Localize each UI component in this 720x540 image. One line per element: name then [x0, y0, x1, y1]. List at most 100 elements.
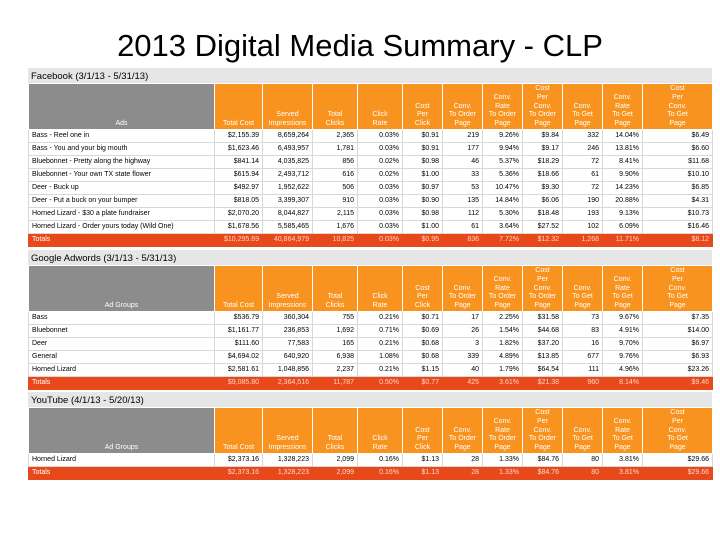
- google-adwords-section: Google Adwords (3/1/13 - 5/31/13) Ad Grou…: [28, 250, 713, 390]
- row-label: Horned Lizard: [28, 363, 215, 377]
- cell-served-impressions: 8,044,827: [262, 207, 313, 221]
- cell-cost-per-conv-to-get-page: $6.85: [642, 181, 713, 195]
- cell-cost-per-conv-to-order-page: $44.68: [522, 324, 563, 338]
- cell-click-rate: 0.03%: [357, 194, 403, 208]
- totals-label: Totals: [28, 376, 215, 390]
- column-header-cost-per-click: Cost Per Click: [402, 83, 443, 130]
- column-header-conv-to-get-page: Conv. To Get Page: [562, 83, 603, 130]
- column-header-conv-rate-to-get-page: Conv. Rate To Get Page: [602, 83, 643, 130]
- table-row: Horned Lizard - Order yours today (Wild …: [28, 220, 713, 234]
- cell-total-clicks: 1,692: [312, 324, 358, 338]
- google-adwords-table: Ad Groups Total Cost Served Impressions Tota…: [28, 265, 713, 390]
- column-header-conv-to-order-page: Conv. To Order Page: [442, 265, 483, 312]
- cell-cost-per-conv-to-get-page: $23.26: [642, 363, 713, 377]
- column-header-conv-rate-to-order-page: Conv. Rate To Order Page: [482, 83, 523, 130]
- table-row: Bluebonnet - Pretty along the highway $84…: [28, 155, 713, 169]
- cell-cost-per-click: $0.68: [402, 337, 443, 351]
- cell-click-rate: 0.71%: [357, 324, 403, 338]
- column-header-served-impressions: Served Impressions: [262, 407, 313, 454]
- cell-click-rate: 0.03%: [357, 142, 403, 156]
- cell-served-impressions: 6,493,957: [262, 142, 313, 156]
- cell-cost-per-conv-to-get-page: $6.49: [642, 129, 713, 143]
- total-cost-per-conv-to-order-page: $12.32: [522, 233, 563, 247]
- cell-conv-rate-to-order-page: 9.94%: [482, 142, 523, 156]
- cell-conv-to-order-page: 33: [442, 168, 483, 182]
- column-header-cost-per-click: Cost Per Click: [402, 407, 443, 454]
- cell-cost-per-conv-to-get-page: $4.31: [642, 194, 713, 208]
- cell-click-rate: 0.02%: [357, 155, 403, 169]
- cell-total-clicks: 2,237: [312, 363, 358, 377]
- cell-conv-rate-to-get-page: 14.23%: [602, 181, 643, 195]
- cell-conv-to-get-page: 73: [562, 311, 603, 325]
- total-conv-rate-to-get-page: 8.14%: [602, 376, 643, 390]
- table-row: Bluebonnet - Your own TX state flower $61…: [28, 168, 713, 182]
- cell-conv-rate-to-order-page: 10.47%: [482, 181, 523, 195]
- column-header-conv-to-get-page: Conv. To Get Page: [562, 407, 603, 454]
- cell-total-clicks: 2,115: [312, 207, 358, 221]
- cell-total-clicks: 616: [312, 168, 358, 182]
- cell-conv-rate-to-get-page: 13.81%: [602, 142, 643, 156]
- row-label: Bass: [28, 311, 215, 325]
- row-label: Deer - Buck up: [28, 181, 215, 195]
- column-header-total-clicks: Total Clicks: [312, 407, 358, 454]
- cell-cost-per-click: $1.15: [402, 363, 443, 377]
- table-row: General $4,694.02 640,920 6,938 1.08% $0.68 33…: [28, 350, 713, 364]
- cell-conv-rate-to-get-page: 14.04%: [602, 129, 643, 143]
- cell-total-clicks: 506: [312, 181, 358, 195]
- column-header-served-impressions: Served Impressions: [262, 83, 313, 130]
- cell-served-impressions: 360,304: [262, 311, 313, 325]
- cell-cost-per-click: $0.68: [402, 350, 443, 364]
- cell-cost-per-conv-to-get-page: $10.10: [642, 168, 713, 182]
- cell-conv-to-order-page: 339: [442, 350, 483, 364]
- cell-click-rate: 0.21%: [357, 337, 403, 351]
- row-label: Horned Lizard: [28, 453, 215, 467]
- total-cost-per-conv-to-order-page: $84.76: [522, 466, 563, 480]
- cell-cost-per-click: $1.00: [402, 220, 443, 234]
- cell-total-cost: $492.97: [214, 181, 263, 195]
- total-cost-per-click: $0.95: [402, 233, 443, 247]
- cell-cost-per-conv-to-order-page: $9.17: [522, 142, 563, 156]
- cell-served-impressions: 77,583: [262, 337, 313, 351]
- totals-row: Totals $2,373.16 1,328,223 2,099 0.16% $1.13 2…: [28, 466, 713, 480]
- total-conv-to-get-page: 1,268: [562, 233, 603, 247]
- table-row: Deer - Put a buck on your bumper $818.05 3…: [28, 194, 713, 208]
- column-header-label: Ad Groups: [28, 265, 215, 312]
- cell-cost-per-conv-to-order-page: $13.85: [522, 350, 563, 364]
- cell-click-rate: 0.03%: [357, 207, 403, 221]
- cell-conv-rate-to-get-page: 9.90%: [602, 168, 643, 182]
- column-header-conv-rate-to-order-page: Conv. Rate To Order Page: [482, 407, 523, 454]
- total-conv-to-order-page: 836: [442, 233, 483, 247]
- column-header-cost-per-conv-to-order-page: Cost Per Conv. To Order Page: [522, 83, 563, 130]
- table-row: Horned Lizard $2,373.16 1,328,223 2,099 0.16…: [28, 453, 713, 467]
- cell-total-clicks: 6,938: [312, 350, 358, 364]
- cell-cost-per-click: $1.00: [402, 168, 443, 182]
- column-header-cost-per-conv-to-get-page: Cost Per Conv. To Get Page: [642, 265, 713, 312]
- cell-total-cost: $111.60: [214, 337, 263, 351]
- youtube-table: Ad Groups Total Cost Served Impressions Tota…: [28, 407, 713, 480]
- table-row: Horned Lizard $2,581.61 1,048,856 2,237 0.21…: [28, 363, 713, 377]
- cell-conv-to-order-page: 3: [442, 337, 483, 351]
- cell-total-cost: $1,623.46: [214, 142, 263, 156]
- cell-total-cost: $2,581.61: [214, 363, 263, 377]
- cell-conv-to-get-page: 111: [562, 363, 603, 377]
- cell-conv-to-get-page: 246: [562, 142, 603, 156]
- total-cost-per-click: $1.13: [402, 466, 443, 480]
- row-label: Horned Lizard - Order yours today (Wild …: [28, 220, 215, 234]
- table-row: Bass - You and your big mouth $1,623.46 6,…: [28, 142, 713, 156]
- row-label: Horned Lizard - $30 a plate fundraiser: [28, 207, 215, 221]
- cell-served-impressions: 1,328,223: [262, 453, 313, 467]
- cell-total-clicks: 1,781: [312, 142, 358, 156]
- total-cost-per-conv-to-order-page: $21.38: [522, 376, 563, 390]
- cell-conv-rate-to-get-page: 9.67%: [602, 311, 643, 325]
- total-total-cost: $2,373.16: [214, 466, 263, 480]
- header-row: Ad Groups Total Cost Served Impressions Tota…: [28, 265, 713, 312]
- totals-label: Totals: [28, 466, 215, 480]
- cell-cost-per-conv-to-get-page: $16.46: [642, 220, 713, 234]
- total-conv-rate-to-get-page: 11.71%: [602, 233, 643, 247]
- cell-served-impressions: 1,048,856: [262, 363, 313, 377]
- facebook-section: Facebook (3/1/13 - 5/31/13) Ads Total Cost…: [28, 68, 713, 247]
- cell-total-cost: $1,678.56: [214, 220, 263, 234]
- cell-total-cost: $841.14: [214, 155, 263, 169]
- cell-conv-rate-to-get-page: 9.13%: [602, 207, 643, 221]
- column-header-cost-per-click: Cost Per Click: [402, 265, 443, 312]
